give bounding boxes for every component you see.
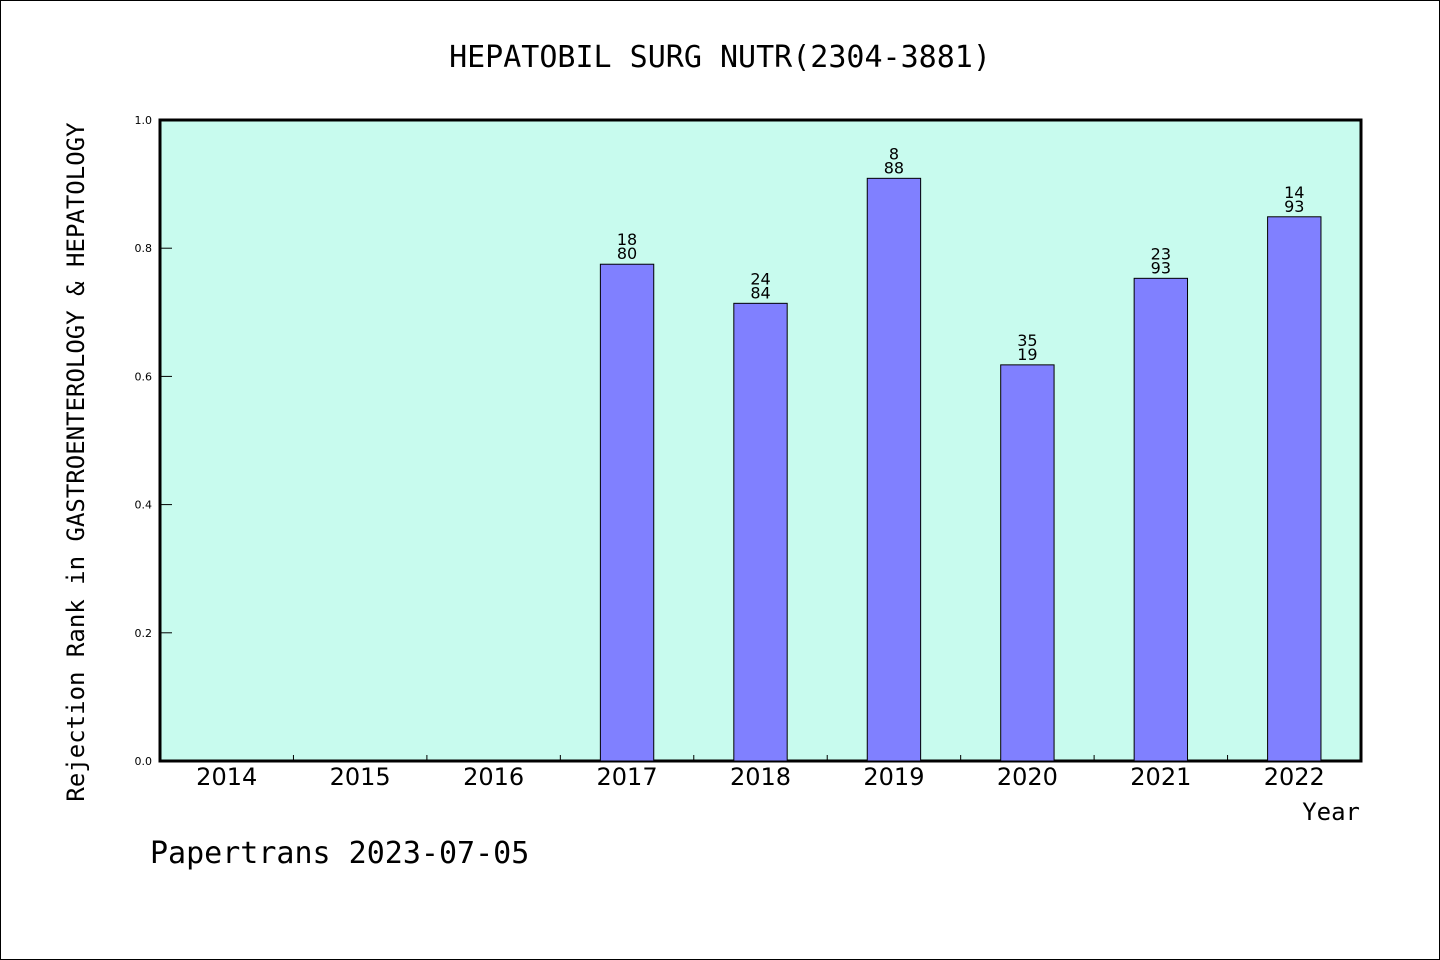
bar-label-rank-2018: 24 — [750, 269, 770, 288]
bar-label-pct-2018: 84 — [750, 283, 770, 302]
bar-label-rank-2020: 35 — [1017, 331, 1037, 350]
bar-label-pct-2019: 88 — [884, 158, 904, 177]
x-tick-label-2014: 2014 — [196, 763, 257, 791]
bar-2021 — [1133, 277, 1189, 762]
bar-2018 — [733, 302, 788, 762]
bar-2020 — [1000, 364, 1055, 762]
bar-2017 — [599, 263, 655, 762]
x-tick-label-2015: 2015 — [330, 763, 391, 791]
y-axis-label: Rejection Rank in GASTROENTEROLOGY & HEP… — [62, 122, 90, 802]
bar-label-rank-2021: 23 — [1151, 244, 1171, 263]
bar-label-pct-2022: 93 — [1284, 197, 1304, 216]
y-tick-label-0.0: 0.0 — [135, 755, 153, 768]
y-tick-label-0.2: 0.2 — [135, 627, 153, 640]
bar-label-rank-2019: 8 — [889, 144, 899, 163]
footer-watermark: Papertrans 2023-07-05 — [150, 836, 529, 871]
bar-label-pct-2020: 19 — [1017, 345, 1037, 364]
bar-label-rank-2017: 18 — [617, 230, 637, 249]
bar-2022 — [1267, 216, 1322, 762]
x-tick-label-2020: 2020 — [997, 763, 1058, 791]
ticks-group: 2014 2015 2016 2017 2018 2019 2020 2021 2022 0.0 0… — [135, 114, 1325, 791]
x-tick-label-2016: 2016 — [463, 763, 524, 791]
x-tick-label-2022: 2022 — [1264, 763, 1325, 791]
bar-label-pct-2017: 80 — [617, 244, 637, 263]
chart-title: HEPATOBIL SURG NUTR(2304-3881) — [449, 40, 991, 75]
x-tick-label-2021: 2021 — [1130, 763, 1191, 791]
y-tick-label-1.0: 1.0 — [135, 114, 153, 127]
bar-label-pct-2021: 93 — [1151, 258, 1171, 277]
y-tick-label-0.8: 0.8 — [135, 242, 153, 255]
y-tick-label-0.6: 0.6 — [135, 370, 153, 383]
bar-2019 — [866, 177, 922, 762]
x-tick-label-2018: 2018 — [730, 763, 791, 791]
x-axis-label: Year — [1302, 798, 1360, 826]
x-tick-label-2017: 2017 — [597, 763, 658, 791]
y-tick-label-0.4: 0.4 — [135, 499, 153, 512]
bar-label-rank-2022: 14 — [1284, 183, 1304, 202]
x-tick-label-2019: 2019 — [863, 763, 924, 791]
